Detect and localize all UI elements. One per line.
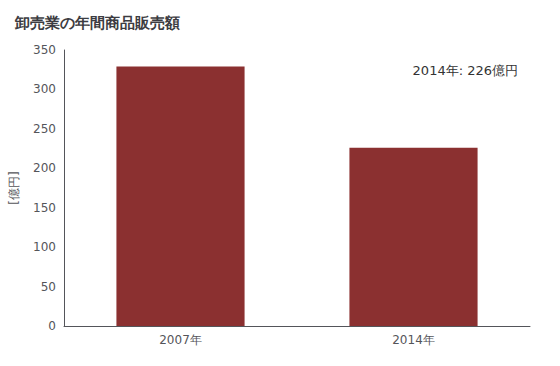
svg-text:100: 100 bbox=[33, 240, 56, 254]
svg-text:[億円]: [億円] bbox=[7, 171, 21, 204]
svg-text:250: 250 bbox=[33, 122, 56, 136]
svg-text:卸売業の年間商品販売額: 卸売業の年間商品販売額 bbox=[14, 14, 180, 32]
svg-text:350: 350 bbox=[33, 43, 56, 57]
svg-text:2007年: 2007年 bbox=[159, 333, 202, 347]
svg-text:300: 300 bbox=[33, 82, 56, 96]
svg-text:150: 150 bbox=[33, 201, 56, 215]
svg-text:50: 50 bbox=[41, 280, 56, 294]
svg-text:2014年: 226億円: 2014年: 226億円 bbox=[413, 63, 518, 78]
svg-text:0: 0 bbox=[48, 319, 56, 333]
svg-text:2014年: 2014年 bbox=[392, 333, 435, 347]
svg-text:200: 200 bbox=[33, 161, 56, 175]
